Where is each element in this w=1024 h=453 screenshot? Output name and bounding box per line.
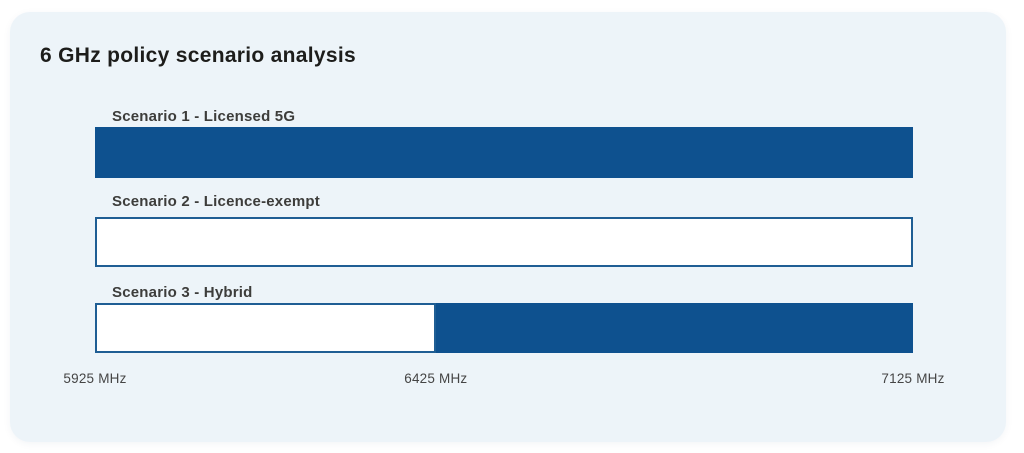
scenario-bar-chart: Scenario 1 - Licensed 5G Scenario 2 - Lic…	[63, 12, 944, 442]
bar	[95, 303, 913, 353]
chart-title: 6 GHz policy scenario analysis	[40, 44, 356, 67]
bar-segment-outline	[95, 217, 913, 267]
bar-label: Scenario 1 - Licensed 5G	[112, 108, 296, 125]
x-axis: 5925 MHz 6425 MHz 7125 MHz	[63, 371, 944, 389]
bar-segment-solid	[435, 303, 913, 353]
bar-label: Scenario 3 - Hybrid	[112, 284, 253, 301]
scenario-analysis-card: 6 GHz policy scenario analysis Scenario …	[10, 12, 1006, 442]
bar-segment-solid	[95, 127, 913, 178]
bar	[95, 217, 913, 267]
bar	[95, 127, 913, 178]
bar-segment-outline	[95, 303, 436, 353]
axis-tick-label: 7125 MHz	[881, 371, 945, 386]
axis-tick-label: 6425 MHz	[404, 371, 468, 386]
bar-label: Scenario 2 - Licence-exempt	[112, 193, 320, 210]
axis-tick-label: 5925 MHz	[63, 371, 127, 386]
